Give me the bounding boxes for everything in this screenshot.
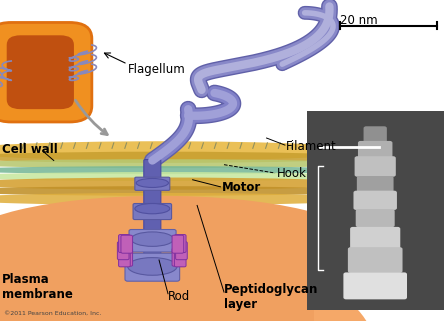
FancyBboxPatch shape xyxy=(125,253,180,281)
FancyBboxPatch shape xyxy=(117,242,129,260)
Text: Cell wall: Cell wall xyxy=(2,143,58,156)
FancyBboxPatch shape xyxy=(344,273,407,299)
Ellipse shape xyxy=(0,172,367,181)
FancyBboxPatch shape xyxy=(119,235,130,253)
Text: 20 nm: 20 nm xyxy=(340,14,378,27)
FancyBboxPatch shape xyxy=(176,242,187,260)
FancyBboxPatch shape xyxy=(121,235,133,253)
Ellipse shape xyxy=(0,196,363,292)
FancyBboxPatch shape xyxy=(174,249,186,267)
FancyBboxPatch shape xyxy=(119,249,130,267)
Ellipse shape xyxy=(131,232,174,247)
Ellipse shape xyxy=(136,178,168,187)
Bar xyxy=(0,241,314,321)
Text: Peptidoglycan
layer: Peptidoglycan layer xyxy=(224,283,319,311)
Text: Rod: Rod xyxy=(168,291,190,303)
FancyBboxPatch shape xyxy=(172,248,184,266)
FancyBboxPatch shape xyxy=(358,141,392,160)
Ellipse shape xyxy=(0,186,367,196)
Bar xyxy=(307,111,444,310)
FancyBboxPatch shape xyxy=(7,35,74,109)
FancyBboxPatch shape xyxy=(350,227,401,249)
FancyBboxPatch shape xyxy=(121,248,133,266)
FancyBboxPatch shape xyxy=(364,126,387,143)
FancyBboxPatch shape xyxy=(348,247,402,273)
FancyBboxPatch shape xyxy=(172,235,184,253)
FancyBboxPatch shape xyxy=(357,176,394,193)
Text: Hook: Hook xyxy=(276,168,306,180)
FancyBboxPatch shape xyxy=(353,191,397,210)
Text: Flagellum: Flagellum xyxy=(128,63,185,75)
Ellipse shape xyxy=(0,193,367,205)
FancyBboxPatch shape xyxy=(0,22,92,122)
Ellipse shape xyxy=(135,204,170,214)
FancyBboxPatch shape xyxy=(133,204,172,220)
Ellipse shape xyxy=(0,178,367,190)
FancyBboxPatch shape xyxy=(129,230,176,252)
FancyBboxPatch shape xyxy=(144,160,161,277)
Ellipse shape xyxy=(0,250,374,321)
Text: Filament: Filament xyxy=(286,140,336,152)
Text: ©2011 Pearson Education, Inc.: ©2011 Pearson Education, Inc. xyxy=(4,311,102,316)
Ellipse shape xyxy=(0,166,367,174)
FancyBboxPatch shape xyxy=(135,177,170,190)
Text: Plasma
membrane: Plasma membrane xyxy=(2,273,73,301)
FancyBboxPatch shape xyxy=(174,235,186,253)
FancyBboxPatch shape xyxy=(355,156,396,177)
Ellipse shape xyxy=(0,159,367,168)
Ellipse shape xyxy=(0,141,367,160)
Ellipse shape xyxy=(128,257,177,275)
Text: Motor: Motor xyxy=(222,181,261,194)
FancyBboxPatch shape xyxy=(356,209,395,227)
Ellipse shape xyxy=(0,152,367,163)
